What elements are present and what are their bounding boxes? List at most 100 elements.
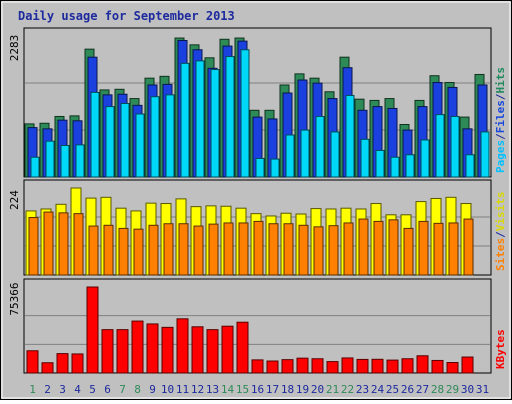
bar-visitors-sites-day-23: [358, 218, 369, 276]
bar-kbytes-kbytes-day-26: [401, 358, 414, 374]
bar-visitors-sites-day-3: [58, 212, 69, 276]
bar-traffic-pages-day-3: [60, 145, 70, 178]
bar-visitors-sites-day-2: [43, 211, 54, 276]
bar-traffic-pages-day-28: [435, 114, 445, 178]
bar-kbytes-kbytes-day-28: [431, 359, 444, 374]
legend-entry-0: KBytes: [494, 329, 507, 369]
bar-kbytes-kbytes-day-17: [266, 360, 279, 374]
bar-visitors-sites-day-21: [328, 225, 339, 276]
x-tick-label-day-28: 28: [431, 383, 444, 396]
bar-kbytes-kbytes-day-10: [161, 326, 174, 374]
bar-visitors-sites-day-5: [88, 225, 99, 276]
bar-visitors-sites-day-16: [253, 220, 264, 276]
bar-visitors-sites-day-20: [313, 226, 324, 276]
legend-entry-1: /: [494, 133, 507, 140]
bar-kbytes-kbytes-day-18: [281, 359, 294, 374]
bar-visitors-sites-day-15: [238, 222, 249, 276]
bar-traffic-pages-day-31: [480, 131, 490, 178]
bar-kbytes-kbytes-day-1: [26, 350, 39, 374]
bar-traffic-pages-day-6: [105, 106, 115, 178]
bar-visitors-sites-day-29: [448, 222, 459, 276]
bar-visitors-sites-day-4: [73, 213, 84, 276]
bar-traffic-pages-day-27: [420, 139, 430, 178]
bar-visitors-sites-day-24: [373, 220, 384, 276]
bar-visitors-sites-day-8: [133, 228, 144, 276]
bar-traffic-pages-day-24: [375, 149, 385, 178]
bar-kbytes-kbytes-day-30: [461, 356, 474, 374]
x-tick-label-day-14: 14: [221, 383, 235, 396]
bar-visitors-sites-day-30: [463, 218, 474, 276]
x-tick-label-day-29: 29: [446, 383, 459, 396]
bar-kbytes-kbytes-day-16: [251, 359, 264, 374]
x-tick-label-day-4: 4: [74, 383, 81, 396]
bar-kbytes-kbytes-day-23: [356, 358, 369, 374]
bar-visitors-sites-day-18: [283, 223, 294, 276]
bar-kbytes-kbytes-day-22: [341, 357, 354, 374]
x-tick-label-day-13: 13: [206, 383, 219, 396]
bar-traffic-pages-day-10: [165, 94, 175, 178]
bar-kbytes-kbytes-day-2: [41, 362, 54, 374]
legend-entry-1: /: [494, 231, 507, 238]
chart-title: Daily usage for September 2013: [18, 9, 235, 23]
x-tick-label-day-30: 30: [461, 383, 474, 396]
panel-visitors-legend: Sites/Visits: [494, 192, 507, 272]
bar-traffic-pages-day-15: [240, 49, 250, 178]
bar-kbytes-kbytes-day-11: [176, 318, 189, 374]
x-tick-label-day-16: 16: [251, 383, 264, 396]
bar-traffic-pages-day-1: [30, 156, 40, 178]
x-tick-label-day-8: 8: [134, 383, 141, 396]
legend-entry-3: /: [494, 93, 507, 100]
bar-visitors-sites-day-22: [343, 222, 354, 276]
bar-visitors-sites-day-6: [103, 224, 114, 276]
bar-traffic-pages-day-20: [315, 115, 325, 178]
x-tick-label-day-9: 9: [149, 383, 156, 396]
bar-visitors-sites-day-7: [118, 227, 129, 276]
x-tick-label-day-2: 2: [44, 383, 51, 396]
bar-kbytes-kbytes-day-19: [296, 357, 309, 374]
bar-traffic-pages-day-23: [360, 138, 370, 178]
legend-entry-0: Sites: [494, 238, 507, 271]
legend-entry-4: Hits: [494, 67, 507, 94]
bar-kbytes-kbytes-day-21: [326, 361, 339, 374]
bar-visitors-sites-day-26: [403, 227, 414, 276]
bar-traffic-pages-day-21: [330, 131, 340, 178]
x-tick-label-day-31: 31: [476, 383, 489, 396]
bar-traffic-pages-day-2: [45, 140, 55, 178]
x-tick-label-day-21: 21: [326, 383, 339, 396]
bar-kbytes-kbytes-day-9: [146, 323, 159, 374]
bar-visitors-sites-day-14: [223, 222, 234, 276]
bar-kbytes-kbytes-day-6: [101, 329, 114, 374]
bar-traffic-pages-day-7: [120, 103, 130, 178]
bar-traffic-pages-day-16: [255, 157, 265, 178]
bar-traffic-pages-day-22: [345, 94, 355, 178]
bar-traffic-pages-day-9: [150, 96, 160, 178]
bar-traffic-pages-day-14: [225, 56, 235, 178]
bar-traffic-pages-day-25: [390, 156, 400, 178]
x-tick-label-day-23: 23: [356, 383, 369, 396]
bar-visitors-sites-day-11: [178, 223, 189, 276]
legend-entry-2: Files: [494, 100, 507, 133]
bar-kbytes-kbytes-day-4: [71, 353, 84, 374]
panel-kbytes-max-label: 75366: [8, 282, 21, 315]
bar-traffic-pages-day-30: [465, 154, 475, 178]
bar-traffic-pages-day-5: [90, 91, 100, 178]
panel-kbytes-legend: KBytes: [494, 329, 507, 369]
panel-traffic-legend: Pages/Files/Hits: [494, 67, 507, 173]
panel-traffic-max-label: 2283: [8, 35, 21, 62]
x-tick-label-day-6: 6: [104, 383, 111, 396]
bar-kbytes-kbytes-day-13: [206, 329, 219, 374]
x-tick-label-day-7: 7: [119, 383, 126, 396]
bar-visitors-sites-day-1: [28, 217, 39, 276]
bar-traffic-pages-day-18: [285, 134, 295, 178]
x-tick-label-day-27: 27: [416, 383, 429, 396]
x-tick-label-day-22: 22: [341, 383, 354, 396]
bar-visitors-sites-day-9: [148, 224, 159, 276]
bar-visitors-sites-day-19: [298, 224, 309, 276]
x-tick-label-day-5: 5: [89, 383, 96, 396]
bar-traffic-pages-day-4: [75, 144, 85, 178]
bar-traffic-pages-day-13: [210, 69, 220, 178]
x-tick-label-day-26: 26: [401, 383, 414, 396]
x-tick-label-day-25: 25: [386, 383, 399, 396]
